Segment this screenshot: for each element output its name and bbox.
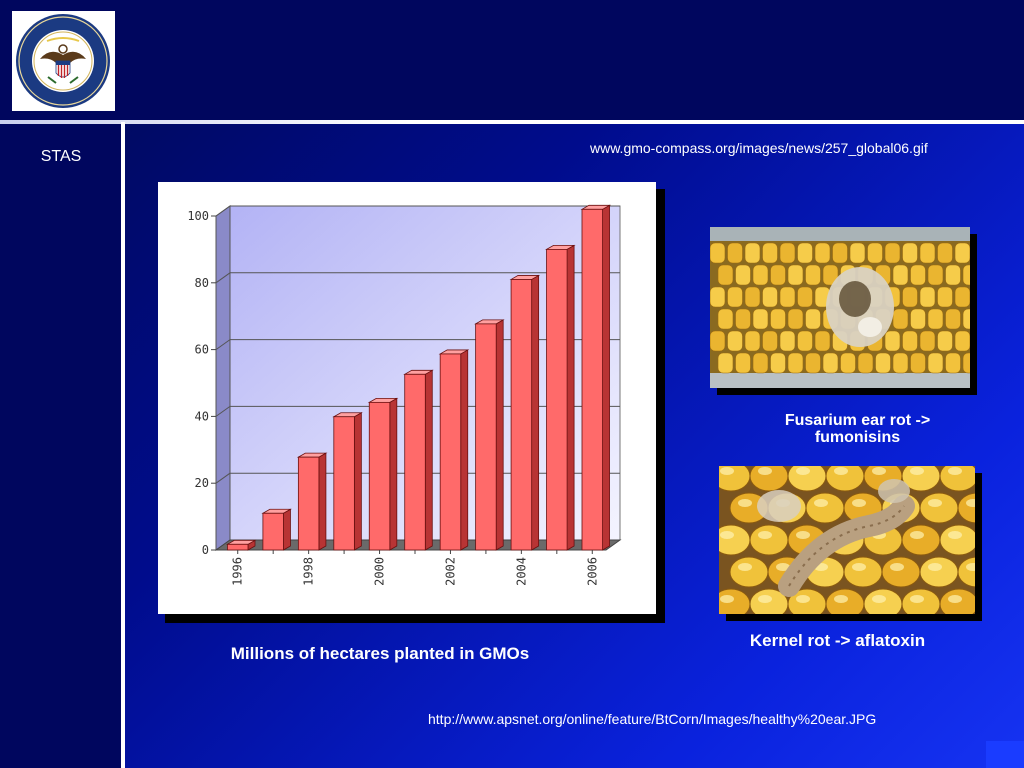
bar-side [353,412,362,551]
bar-2001 [403,369,434,551]
bar-side [318,452,327,551]
bar-2004 [509,274,541,551]
seal-logo-icon [16,14,110,108]
bar-side [566,244,575,551]
y-tick-label: 20 [195,476,209,490]
x-tick-label: 2004 [514,557,528,586]
bar-side [424,369,433,551]
y-tick-label: 40 [195,409,209,423]
bar-2003 [474,319,505,551]
chart-caption: Millions of hectares planted in GMOs [230,644,530,663]
fusarium-ear-rot-photo [710,227,970,388]
bar-2000 [367,397,399,551]
header-divider [0,120,1024,124]
kernel-caption: Kernel rot -> aflatoxin [749,631,926,650]
corn-kernels-larva-photo-icon [719,466,975,614]
bar-front [546,249,568,551]
chart-panel: 0 20 40 60 80 100 1996 1998 2000 2002 2004 2006 [158,182,656,614]
sidebar-band [0,0,122,768]
sidebar-label: STAS [40,148,82,165]
bar-front [510,279,533,551]
corn-ear-photo-icon [710,227,970,388]
bar-side [283,508,291,551]
bar-side [495,319,504,551]
gridline-side [215,472,231,484]
bar-side [460,349,469,551]
corner-decoration [986,741,1024,768]
bar-side [602,204,610,551]
bar-front [333,416,355,551]
fusarium-caption: Fusarium ear rot -> fumonisins [740,412,975,446]
kernel-rot-photo [719,466,975,614]
header-band [0,0,1024,122]
department-of-state-seal [12,11,115,111]
fusarium-caption-line2: fumonisins [814,429,901,446]
gridline-side [215,272,231,284]
source-url-bottom: http://www.apsnet.org/online/feature/BtC… [428,711,877,727]
fusarium-caption-line1: Fusarium ear rot -> [784,412,931,429]
bar-front [475,323,497,551]
x-tick-label: 1998 [302,557,316,586]
bar-front [581,208,603,551]
x-tick-label: 2006 [585,557,599,586]
bar-front [368,401,391,551]
x-tick-label: 1996 [231,557,245,586]
bar-2005 [545,244,576,551]
bar-front [404,373,426,551]
gridline-side [215,405,231,417]
gridline-side [215,339,231,351]
y-tick-label: 100 [187,209,209,223]
bar-1997 [261,508,292,551]
bar-front [297,456,320,551]
bar-2006 [580,204,612,551]
y-tick-label: 60 [195,343,209,357]
x-tick-label: 2002 [443,557,457,586]
bar-1996 [225,539,257,551]
x-tick-label: 2000 [373,557,387,586]
source-url-top: www.gmo-compass.org/images/news/257_glob… [590,140,928,156]
gmo-bar-chart: 0 20 40 60 80 100 1996 1998 2000 2002 2004 2006 [187,204,622,586]
bar-front [439,353,462,551]
bar-side [389,397,398,551]
y-tick-label: 80 [195,276,209,290]
chart-side-wall [215,205,231,551]
bar-front [227,543,249,551]
bar-front [262,512,284,551]
bar-side [531,274,540,551]
y-tick-label: 0 [202,543,209,557]
gridline-side [215,205,231,217]
bar-1998 [296,452,328,551]
bar-2002 [438,349,470,551]
sidebar-divider [121,122,125,768]
bar-1999 [332,412,363,551]
